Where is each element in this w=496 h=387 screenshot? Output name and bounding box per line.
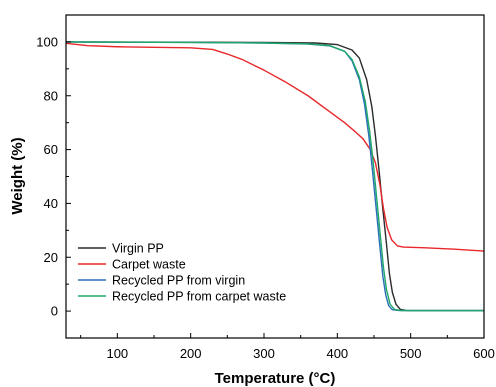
y-axis-title: Weight (%) — [9, 137, 26, 214]
legend: Virgin PP Carpet waste Recycled PP from vi… — [78, 242, 286, 304]
x-axis-title: Temperature (°C) — [215, 370, 336, 387]
x-tick-label: 300 — [253, 346, 275, 361]
x-tick-label: 500 — [400, 346, 422, 361]
x-tick-label: 100 — [106, 346, 128, 361]
x-tick-label: 200 — [180, 346, 202, 361]
legend-label-0: Virgin PP — [112, 242, 164, 256]
y-tick-label: 60 — [44, 142, 58, 157]
y-tick-label: 20 — [44, 250, 58, 265]
y-tick-label: 40 — [44, 196, 58, 211]
series-line-3 — [65, 41, 484, 312]
x-tick-label: 400 — [326, 346, 348, 361]
y-tick-label: 80 — [44, 88, 58, 103]
y-tick-label: 100 — [36, 34, 58, 49]
series-line-0 — [65, 41, 484, 312]
y-tick-label: 0 — [51, 304, 58, 319]
x-tick-label: 600 — [473, 346, 495, 361]
legend-label-3: Recycled PP from carpet waste — [112, 290, 286, 304]
axis-ticks: 100 200 300 400 500 600 0 20 40 60 80 100 — [36, 34, 495, 361]
legend-label-1: Carpet waste — [112, 258, 186, 272]
series-line-1 — [65, 42, 485, 252]
plot-content — [65, 41, 485, 312]
legend-label-2: Recycled PP from virgin — [112, 274, 245, 288]
